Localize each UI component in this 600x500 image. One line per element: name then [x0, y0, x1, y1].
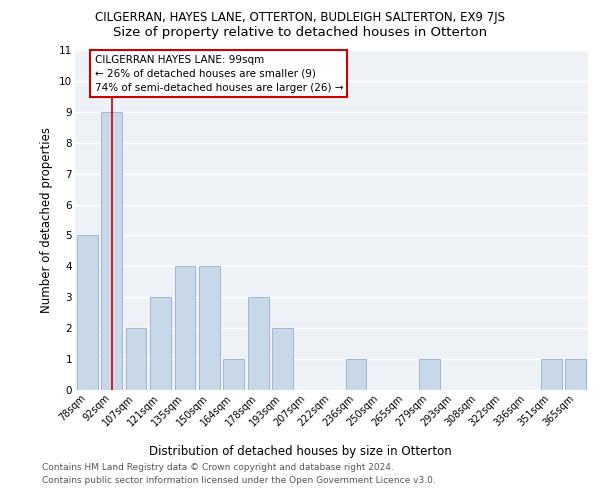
Text: CILGERRAN HAYES LANE: 99sqm
← 26% of detached houses are smaller (9)
74% of semi: CILGERRAN HAYES LANE: 99sqm ← 26% of det… — [95, 54, 343, 92]
Text: Contains public sector information licensed under the Open Government Licence v3: Contains public sector information licen… — [42, 476, 436, 485]
Bar — [150, 298, 171, 390]
Bar — [565, 359, 586, 390]
Bar — [223, 359, 244, 390]
Bar — [199, 266, 220, 390]
Bar — [248, 298, 269, 390]
Text: Contains HM Land Registry data © Crown copyright and database right 2024.: Contains HM Land Registry data © Crown c… — [42, 464, 394, 472]
Bar — [541, 359, 562, 390]
Text: CILGERRAN, HAYES LANE, OTTERTON, BUDLEIGH SALTERTON, EX9 7JS: CILGERRAN, HAYES LANE, OTTERTON, BUDLEIG… — [95, 11, 505, 24]
Bar — [272, 328, 293, 390]
Bar — [101, 112, 122, 390]
Bar — [346, 359, 367, 390]
Bar — [175, 266, 196, 390]
Bar — [125, 328, 146, 390]
Text: Size of property relative to detached houses in Otterton: Size of property relative to detached ho… — [113, 26, 487, 39]
Y-axis label: Number of detached properties: Number of detached properties — [40, 127, 53, 313]
Text: Distribution of detached houses by size in Otterton: Distribution of detached houses by size … — [149, 444, 451, 458]
Bar — [77, 236, 98, 390]
Bar — [419, 359, 440, 390]
